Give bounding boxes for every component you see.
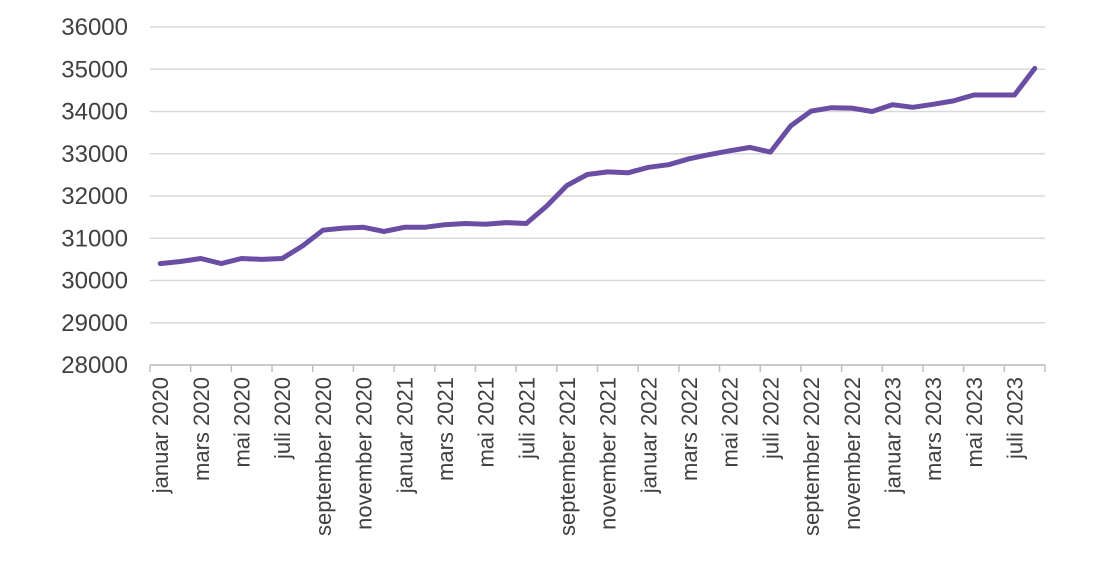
y-tick-label: 33000: [61, 141, 128, 168]
x-tick-label: mars 2020: [189, 377, 214, 481]
y-tick-label: 31000: [61, 225, 128, 252]
y-tick-label: 32000: [61, 183, 128, 210]
x-tick-label: september 2022: [799, 377, 824, 536]
x-tick-label: mars 2021: [433, 377, 458, 481]
x-tick-label: november 2021: [596, 377, 621, 530]
y-tick-label: 36000: [61, 14, 128, 41]
x-tick-label: september 2020: [311, 377, 336, 536]
x-tick-label: mars 2023: [921, 377, 946, 481]
x-axis-tick-labels: januar 2020 mars 2020 mai 2020 juli 2020 sep…: [148, 377, 1027, 536]
x-axis-tick-marks: [149, 365, 1046, 372]
x-tick-label: januar 2023: [880, 377, 905, 494]
gridlines: [150, 26, 1045, 366]
series-line: [157, 65, 1038, 267]
x-tick-label: mai 2023: [962, 377, 987, 468]
y-tick-label: 30000: [61, 268, 128, 295]
x-tick-label: januar 2020: [148, 377, 173, 494]
x-tick-label: juli 2021: [514, 377, 539, 460]
x-tick-label: mai 2022: [718, 377, 743, 468]
y-tick-label: 35000: [61, 56, 128, 83]
x-tick-label: juli 2020: [270, 377, 295, 460]
x-tick-label: september 2021: [555, 377, 580, 536]
y-tick-label: 29000: [61, 310, 128, 337]
x-tick-label: juli 2023: [1002, 377, 1027, 460]
x-tick-label: januar 2022: [636, 377, 661, 494]
x-tick-label: november 2020: [352, 377, 377, 530]
x-tick-label: november 2022: [840, 377, 865, 530]
x-tick-label: mai 2021: [474, 377, 499, 468]
y-axis-tick-labels: 28000 29000 30000 31000 32000 33000 34000 35000…: [61, 14, 128, 379]
x-tick-label: januar 2021: [392, 377, 417, 494]
x-tick-label: mai 2020: [230, 377, 255, 468]
x-tick-label: juli 2022: [758, 377, 783, 460]
y-tick-label: 28000: [61, 352, 128, 379]
x-tick-label: mars 2022: [677, 377, 702, 481]
y-tick-label: 34000: [61, 99, 128, 126]
